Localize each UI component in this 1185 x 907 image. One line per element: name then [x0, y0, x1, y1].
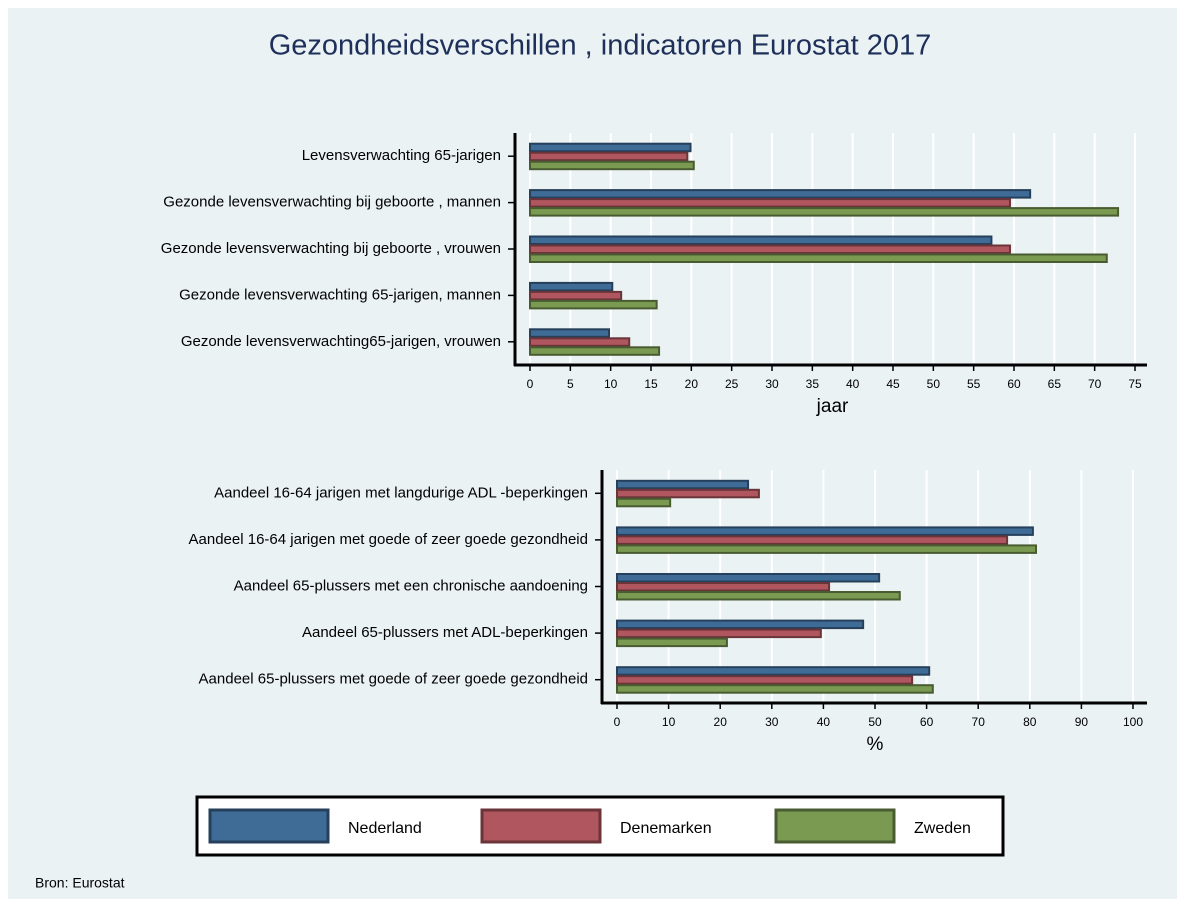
x-tick-label: 5 [567, 377, 574, 391]
x-tick-label: 20 [685, 377, 699, 391]
x-tick-label: 50 [868, 715, 882, 729]
bar [616, 488, 760, 499]
legend-label: Nederland [348, 820, 422, 837]
x-tick-label: 10 [662, 715, 676, 729]
bar [616, 628, 822, 639]
x-tick-label: 40 [817, 715, 831, 729]
bar [616, 619, 865, 630]
bar [616, 591, 901, 601]
x-tick-label: 60 [1007, 377, 1021, 391]
x-tick-label: 70 [1088, 377, 1102, 391]
bar [616, 675, 914, 685]
x-axis-label: % [867, 734, 884, 755]
bar [529, 328, 611, 338]
bar [529, 253, 1108, 263]
x-tick-label: 50 [927, 377, 941, 391]
y-tick-label: Gezonde levensverwachting65-jarigen, vro… [181, 333, 501, 350]
x-tick-label: 15 [644, 377, 658, 391]
source: Bron: Eurostat [35, 875, 125, 891]
bar [616, 684, 934, 694]
x-tick-label: 25 [725, 377, 739, 391]
y-tick-label: Aandeel 65-plussers met ADL-beperkingen [302, 624, 588, 641]
bar [616, 666, 931, 676]
x-tick-label: 90 [1075, 715, 1089, 729]
bar [529, 281, 614, 292]
bar [616, 535, 1009, 545]
legend-swatch [208, 808, 330, 844]
bar [616, 573, 881, 583]
bar [616, 544, 1037, 554]
x-tick-label: 55 [967, 377, 981, 391]
legend-swatch [480, 808, 602, 844]
legend-label: Zweden [914, 820, 971, 837]
bar [616, 526, 1034, 536]
legend-label: Denemarken [620, 820, 712, 837]
y-tick-label: Aandeel 65-plussers met een chronische a… [234, 577, 588, 594]
bar [529, 290, 623, 301]
x-tick-label: 30 [765, 715, 779, 729]
bar [529, 244, 1011, 254]
bar [529, 346, 661, 356]
x-tick-label: 20 [714, 715, 728, 729]
x-tick-label: 70 [972, 715, 986, 729]
y-tick-label: Levensverwachting 65-jarigen [302, 147, 501, 164]
bar [529, 235, 993, 245]
bar [616, 582, 831, 592]
bar [616, 637, 728, 648]
bar [529, 337, 631, 347]
bar [529, 189, 1032, 199]
bar [529, 198, 1011, 208]
x-tick-label: 30 [765, 377, 779, 391]
bar [529, 207, 1120, 217]
bar [529, 160, 695, 171]
x-tick-label: 0 [614, 715, 621, 729]
bar [529, 151, 689, 162]
bar [529, 142, 692, 153]
y-tick-label: Gezonde levensverwachting bij geboorte ,… [163, 194, 501, 211]
bar [529, 299, 658, 310]
y-tick-label: Gezonde levensverwachting 65-jarigen, ma… [179, 286, 501, 303]
y-tick-label: Aandeel 16-64 jarigen met langdurige ADL… [214, 484, 588, 501]
x-tick-label: 60 [920, 715, 934, 729]
x-tick-label: 100 [1123, 715, 1143, 729]
bar [616, 497, 672, 508]
x-tick-label: 40 [846, 377, 860, 391]
x-tick-label: 0 [527, 377, 534, 391]
x-tick-label: 80 [1023, 715, 1037, 729]
chart-title: Gezondheidsverschillen , indicatoren Eur… [269, 30, 932, 62]
y-tick-label: Gezonde levensverwachting bij geboorte ,… [161, 240, 501, 257]
x-tick-label: 10 [604, 377, 618, 391]
bar [616, 479, 750, 490]
y-tick-label: Aandeel 16-64 jarigen met goede of zeer … [189, 531, 588, 548]
y-tick-label: Aandeel 65-plussers met goede of zeer go… [199, 671, 588, 688]
x-tick-label: 75 [1128, 377, 1142, 391]
x-tick-label: 35 [806, 377, 820, 391]
x-tick-label: 65 [1048, 377, 1062, 391]
background [8, 8, 1177, 899]
legend-swatch [774, 808, 896, 844]
x-axis-label: jaar [816, 396, 849, 417]
x-tick-label: 45 [886, 377, 900, 391]
